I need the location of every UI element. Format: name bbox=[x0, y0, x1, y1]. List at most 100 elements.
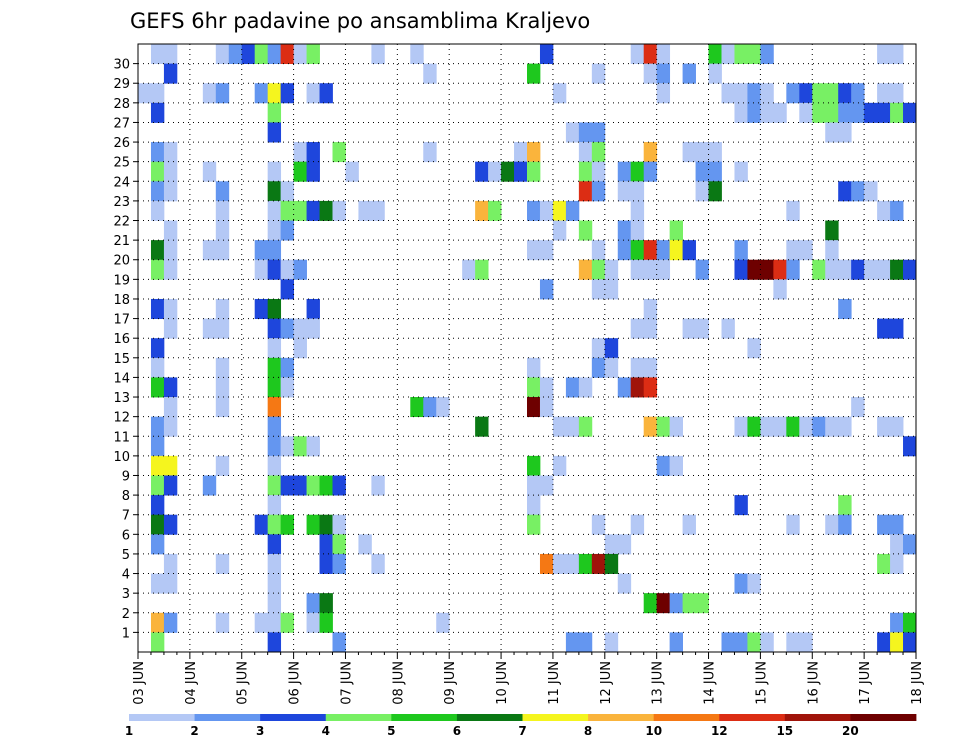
heatmap-cell bbox=[138, 83, 152, 104]
heatmap-cell bbox=[734, 416, 748, 437]
colorbar-label: 12 bbox=[711, 724, 728, 738]
y-tick-label: 14 bbox=[113, 371, 130, 386]
heatmap-cell bbox=[643, 318, 658, 339]
heatmap-cell bbox=[565, 632, 580, 653]
heatmap-cell bbox=[578, 553, 593, 574]
heatmap-cell bbox=[578, 161, 593, 182]
heatmap-cell bbox=[838, 102, 852, 123]
heatmap-cell bbox=[462, 259, 476, 280]
heatmap-cell bbox=[163, 44, 178, 65]
heatmap-cell bbox=[215, 44, 230, 65]
heatmap-cell bbox=[838, 416, 852, 437]
heatmap-cell bbox=[215, 397, 230, 418]
heatmap-cell bbox=[591, 142, 606, 163]
heatmap-cell bbox=[747, 259, 761, 280]
y-tick-label: 21 bbox=[113, 234, 130, 249]
y-tick-label: 25 bbox=[113, 156, 130, 171]
heatmap-cell bbox=[358, 200, 372, 221]
heatmap-cell bbox=[825, 259, 839, 280]
heatmap-cell bbox=[682, 63, 696, 84]
heatmap-cell bbox=[163, 573, 178, 594]
heatmap-cell bbox=[150, 102, 165, 123]
heatmap-cell bbox=[799, 416, 813, 437]
heatmap-cell bbox=[215, 298, 230, 319]
colorbar-label: 5 bbox=[387, 724, 395, 738]
heatmap-cell bbox=[527, 514, 541, 535]
heatmap-cell bbox=[903, 534, 917, 555]
heatmap-cell bbox=[630, 220, 645, 241]
plot-frame bbox=[137, 43, 917, 653]
heatmap-cell bbox=[267, 220, 282, 241]
heatmap-cell bbox=[371, 553, 385, 574]
colorbar-swatch bbox=[784, 714, 851, 721]
y-tick-label: 17 bbox=[113, 313, 130, 328]
heatmap-cell bbox=[812, 102, 826, 123]
heatmap-cell bbox=[254, 259, 269, 280]
heatmap-cell bbox=[760, 102, 774, 123]
heatmap-cell bbox=[280, 514, 294, 535]
y-tick-label: 6 bbox=[122, 528, 130, 543]
heatmap-cell bbox=[150, 357, 165, 378]
heatmap-cell bbox=[306, 318, 320, 339]
heatmap-cell bbox=[423, 397, 437, 418]
heatmap-cell bbox=[630, 240, 645, 261]
y-tick-label: 24 bbox=[113, 175, 130, 190]
heatmap-cell bbox=[643, 142, 658, 163]
heatmap-cell bbox=[578, 122, 593, 143]
heatmap-cell bbox=[591, 181, 606, 202]
heatmap-cell bbox=[436, 397, 450, 418]
heatmap-cell bbox=[669, 593, 683, 614]
heatmap-cell bbox=[630, 200, 645, 221]
heatmap-cell bbox=[682, 142, 696, 163]
heatmap-cell bbox=[527, 495, 541, 516]
heatmap-cell bbox=[280, 318, 294, 339]
colorbar-swatch bbox=[194, 714, 261, 721]
heatmap-cell bbox=[890, 83, 904, 104]
heatmap-cell bbox=[267, 122, 282, 143]
heatmap-cell bbox=[293, 338, 307, 359]
heatmap-cell bbox=[838, 298, 852, 319]
heatmap-cell bbox=[591, 553, 606, 574]
heatmap-cell bbox=[812, 259, 826, 280]
heatmap-cell bbox=[799, 240, 813, 261]
heatmap-cell bbox=[267, 632, 282, 653]
heatmap-cell bbox=[890, 44, 904, 65]
y-tick-label: 30 bbox=[113, 58, 130, 73]
heatmap-cell bbox=[215, 455, 230, 476]
heatmap-cell bbox=[150, 298, 165, 319]
x-tick-label: 07 JUN bbox=[340, 661, 355, 705]
heatmap-cell bbox=[890, 632, 904, 653]
heatmap-cell bbox=[254, 83, 269, 104]
heatmap-cell bbox=[747, 416, 761, 437]
heatmap-cell bbox=[267, 298, 282, 319]
y-tick-label: 29 bbox=[113, 77, 130, 92]
heatmap-cell bbox=[371, 475, 385, 496]
heatmap-cell bbox=[877, 514, 891, 535]
colorbar-label: 3 bbox=[256, 724, 264, 738]
heatmap-cell bbox=[825, 220, 839, 241]
heatmap-cell bbox=[527, 142, 541, 163]
heatmap-cell bbox=[630, 44, 645, 65]
y-tick-label: 23 bbox=[113, 195, 130, 210]
colorbar-swatch bbox=[588, 714, 655, 721]
heatmap-cell bbox=[786, 200, 800, 221]
heatmap-cell bbox=[215, 553, 230, 574]
heatmap-cell bbox=[539, 553, 554, 574]
heatmap-cell bbox=[163, 514, 178, 535]
heatmap-cell bbox=[903, 259, 917, 280]
heatmap-cell bbox=[812, 83, 826, 104]
heatmap-cell bbox=[851, 102, 865, 123]
heatmap-cell bbox=[591, 259, 606, 280]
heatmap-cell bbox=[539, 240, 554, 261]
colorbar-swatch bbox=[260, 714, 327, 721]
heatmap-cell bbox=[734, 573, 748, 594]
heatmap-cell bbox=[630, 181, 645, 202]
heatmap-cell bbox=[552, 83, 567, 104]
axis-ticks: 1234567891011121314151617181920212223242… bbox=[113, 58, 925, 705]
heatmap-cell bbox=[604, 534, 619, 555]
heatmap-cell bbox=[306, 200, 320, 221]
heatmap-cell bbox=[254, 514, 269, 535]
heatmap-cell bbox=[527, 63, 541, 84]
heatmap-cell bbox=[280, 436, 294, 457]
